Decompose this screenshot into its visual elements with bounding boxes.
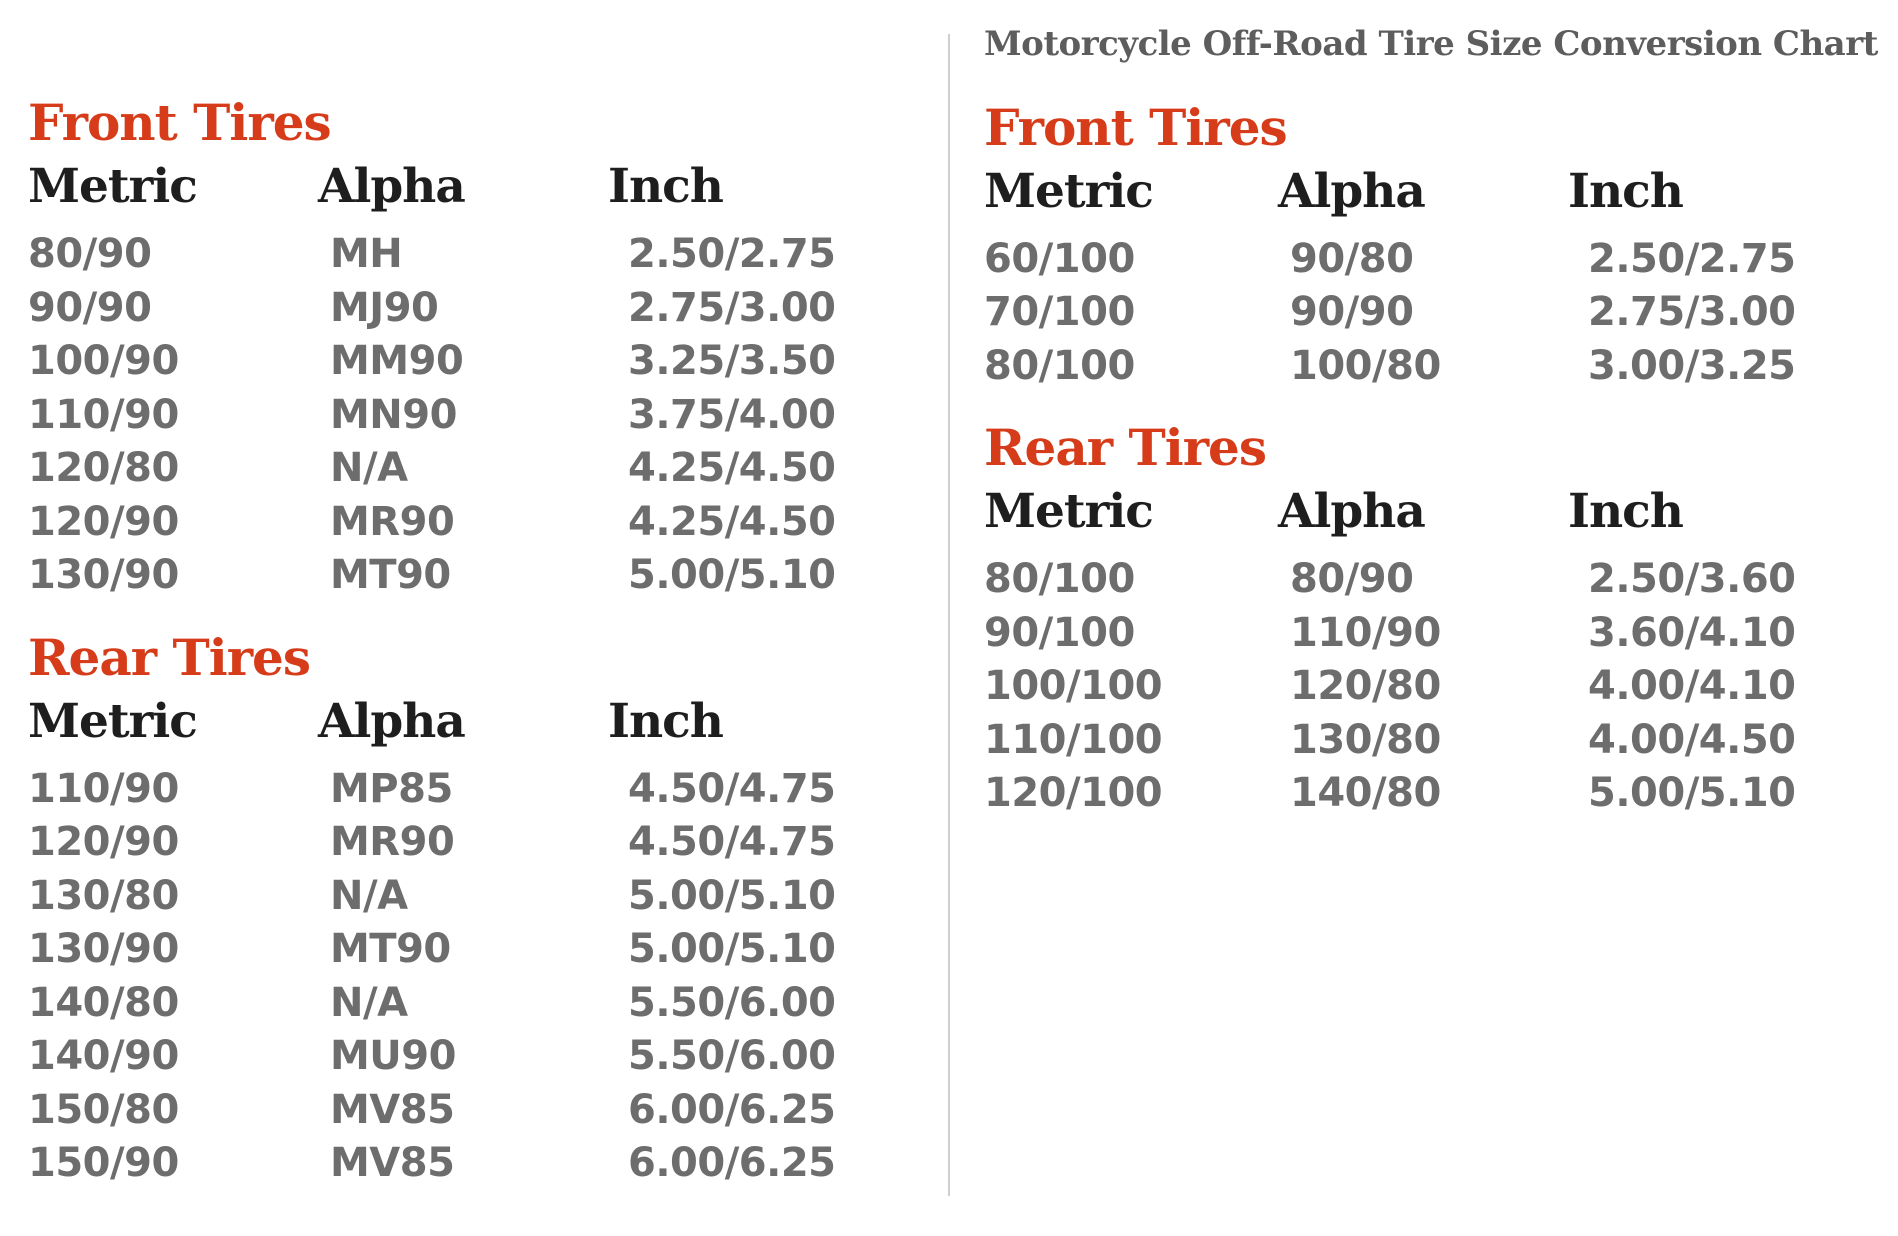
alpha-cell: 100/80 xyxy=(1290,342,1441,389)
metric-cell: 140/80 xyxy=(28,979,179,1026)
left-panel: Front Tires Metric Alpha Inch 80/90 MH 2… xyxy=(0,0,948,1236)
column-header-metric: Metric xyxy=(28,159,198,214)
alpha-cell: MV85 xyxy=(330,1140,455,1187)
alpha-cell: 120/80 xyxy=(1290,663,1441,710)
alpha-cell: MU90 xyxy=(330,1033,456,1080)
column-header-inch: Inch xyxy=(1568,163,1684,219)
left-rear-tires-table: Metric Alpha Inch 110/90 MP85 4.50/4.75 … xyxy=(28,693,948,1191)
right-front-tires-heading: Front Tires xyxy=(984,97,1288,157)
metric-cell: 120/80 xyxy=(28,445,179,492)
inch-cell: 5.00/5.10 xyxy=(1588,770,1796,817)
inch-cell: 4.00/4.50 xyxy=(1588,716,1796,763)
inch-cell: 3.00/3.25 xyxy=(1588,342,1796,389)
alpha-cell: MR90 xyxy=(330,819,455,866)
column-header-alpha: Alpha xyxy=(318,159,466,214)
alpha-cell: 80/90 xyxy=(1290,556,1414,603)
metric-cell: 80/100 xyxy=(984,556,1135,603)
metric-cell: 110/90 xyxy=(28,391,179,438)
column-header-inch: Inch xyxy=(1568,484,1684,540)
metric-cell: 130/90 xyxy=(28,552,179,599)
inch-cell: 3.75/4.00 xyxy=(628,391,836,438)
inch-cell: 6.00/6.25 xyxy=(628,1140,836,1187)
column-header-alpha: Alpha xyxy=(1278,163,1426,219)
inch-cell: 4.25/4.50 xyxy=(628,498,836,545)
metric-cell: 140/90 xyxy=(28,1033,179,1080)
alpha-cell: N/A xyxy=(330,445,408,492)
metric-cell: 100/100 xyxy=(984,663,1163,710)
right-front-tires-table: Metric Alpha Inch 60/100 90/80 2.50/2.75… xyxy=(984,163,1898,394)
alpha-cell: MT90 xyxy=(330,552,451,599)
alpha-cell: MV85 xyxy=(330,1086,455,1133)
metric-cell: 150/80 xyxy=(28,1086,179,1133)
metric-cell: 90/90 xyxy=(28,284,152,331)
column-header-inch: Inch xyxy=(608,159,724,214)
inch-cell: 5.50/6.00 xyxy=(628,1033,836,1080)
inch-cell: 4.25/4.50 xyxy=(628,445,836,492)
metric-cell: 90/100 xyxy=(984,609,1135,656)
metric-cell: 120/90 xyxy=(28,498,179,545)
left-front-tires-heading: Front Tires xyxy=(28,93,332,152)
vertical-divider xyxy=(948,34,950,1196)
inch-cell: 2.75/3.00 xyxy=(628,284,836,331)
right-rear-tires-table: Metric Alpha Inch 80/100 80/90 2.50/3.60… xyxy=(984,485,1898,821)
metric-cell: 110/90 xyxy=(28,765,179,812)
alpha-cell: MT90 xyxy=(330,926,451,973)
inch-cell: 5.00/5.10 xyxy=(628,552,836,599)
metric-cell: 130/80 xyxy=(28,872,179,919)
metric-cell: 150/90 xyxy=(28,1140,179,1187)
inch-cell: 2.75/3.00 xyxy=(1588,289,1796,336)
inch-cell: 4.50/4.75 xyxy=(628,819,836,866)
alpha-cell: 130/80 xyxy=(1290,716,1441,763)
alpha-cell: N/A xyxy=(330,872,408,919)
alpha-cell: N/A xyxy=(330,979,408,1026)
alpha-cell: 110/90 xyxy=(1290,609,1441,656)
column-header-inch: Inch xyxy=(608,693,724,749)
column-header-metric: Metric xyxy=(984,484,1154,540)
alpha-cell: 90/90 xyxy=(1290,289,1414,336)
alpha-cell: MH xyxy=(330,231,403,278)
metric-cell: 110/100 xyxy=(984,716,1163,763)
metric-cell: 80/90 xyxy=(28,231,152,278)
alpha-cell: MN90 xyxy=(330,391,457,438)
right-panel: Motorcycle Off-Road Tire Size Conversion… xyxy=(950,0,1898,1236)
inch-cell: 5.50/6.00 xyxy=(628,979,836,1026)
alpha-cell: MM90 xyxy=(330,338,464,385)
alpha-cell: MJ90 xyxy=(330,284,439,331)
inch-cell: 5.00/5.10 xyxy=(628,926,836,973)
metric-cell: 120/90 xyxy=(28,819,179,866)
alpha-cell: 140/80 xyxy=(1290,770,1441,817)
metric-cell: 100/90 xyxy=(28,338,179,385)
column-header-metric: Metric xyxy=(28,693,198,749)
alpha-cell: 90/80 xyxy=(1290,235,1414,282)
left-front-tires-table: Metric Alpha Inch 80/90 MH 2.50/2.75 90/… xyxy=(28,159,948,603)
inch-cell: 4.50/4.75 xyxy=(628,765,836,812)
metric-cell: 60/100 xyxy=(984,235,1135,282)
inch-cell: 5.00/5.10 xyxy=(628,872,836,919)
metric-cell: 130/90 xyxy=(28,926,179,973)
inch-cell: 2.50/2.75 xyxy=(628,231,836,278)
inch-cell: 3.60/4.10 xyxy=(1588,609,1796,656)
left-rear-tires-heading: Rear Tires xyxy=(28,627,311,687)
alpha-cell: MR90 xyxy=(330,498,455,545)
column-header-metric: Metric xyxy=(984,163,1154,219)
inch-cell: 6.00/6.25 xyxy=(628,1086,836,1133)
column-header-alpha: Alpha xyxy=(1278,484,1426,540)
metric-cell: 120/100 xyxy=(984,770,1163,817)
inch-cell: 3.25/3.50 xyxy=(628,338,836,385)
metric-cell: 70/100 xyxy=(984,289,1135,336)
page-title: Motorcycle Off-Road Tire Size Conversion… xyxy=(984,24,1878,64)
right-rear-tires-heading: Rear Tires xyxy=(984,418,1267,478)
inch-cell: 2.50/2.75 xyxy=(1588,235,1796,282)
metric-cell: 80/100 xyxy=(984,342,1135,389)
column-header-alpha: Alpha xyxy=(318,693,466,749)
inch-cell: 2.50/3.60 xyxy=(1588,556,1796,603)
inch-cell: 4.00/4.10 xyxy=(1588,663,1796,710)
alpha-cell: MP85 xyxy=(330,765,453,812)
